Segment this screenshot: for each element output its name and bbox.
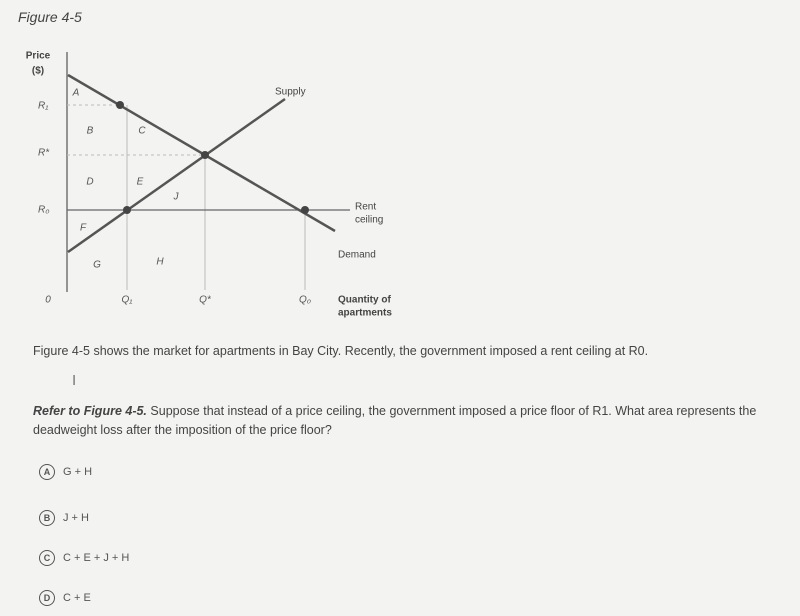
- option[interactable]: C C + E + J + H: [39, 550, 129, 566]
- area-label: F: [80, 223, 87, 234]
- supply-label: Supply: [275, 87, 306, 98]
- option-text: G + H: [63, 466, 93, 478]
- option-letter: B: [39, 510, 55, 526]
- quantity-label: Q*: [199, 295, 212, 306]
- figure-title: Figure 4-5: [18, 9, 82, 25]
- option[interactable]: D C + E: [39, 590, 91, 606]
- quantity-label: Q₀: [299, 295, 311, 306]
- area-label: G: [93, 260, 101, 271]
- option-letter: C: [39, 550, 55, 566]
- y-axis-label: ($): [32, 66, 44, 77]
- area-label: H: [156, 257, 164, 268]
- option[interactable]: B J + H: [39, 510, 89, 526]
- point: [201, 151, 209, 159]
- question-body: Suppose that instead of a price ceiling,…: [33, 404, 757, 437]
- area-label: C: [138, 126, 146, 137]
- option-text: C + E: [63, 592, 91, 604]
- rent-ceiling-label: Rent: [355, 202, 376, 213]
- area-label: B: [87, 126, 94, 137]
- x-axis-label: Quantity of: [338, 295, 391, 306]
- area-label: A: [72, 88, 80, 99]
- question: Refer to Figure 4-5. Suppose that instea…: [33, 402, 778, 440]
- option-letter: A: [39, 464, 55, 480]
- quantity-label: 0: [45, 295, 51, 306]
- guides: [67, 104, 306, 290]
- area-label: D: [86, 177, 93, 188]
- price-label: R₀: [38, 205, 49, 216]
- points: [116, 101, 309, 214]
- option-text: J + H: [63, 512, 89, 524]
- price-label: R₁: [38, 101, 48, 112]
- area-label: E: [137, 177, 144, 188]
- quantity-label: Q₁: [122, 295, 133, 306]
- point: [123, 206, 131, 214]
- diagram: Price ($) Quantity of apartments R₁ R* R…: [26, 51, 393, 319]
- point: [116, 101, 124, 109]
- description: Figure 4-5 shows the market for apartmen…: [33, 344, 649, 358]
- y-axis-label: Price: [26, 51, 51, 62]
- question-reference: Refer to Figure 4-5.: [33, 404, 147, 418]
- demand-curve: [67, 73, 336, 233]
- option[interactable]: A G + H: [39, 464, 92, 480]
- text-cursor: I: [72, 372, 77, 389]
- demand-label: Demand: [338, 250, 376, 261]
- area-label: J: [173, 192, 180, 203]
- supply-curve: [67, 97, 286, 254]
- option-text: C + E + J + H: [63, 552, 130, 564]
- price-label: R*: [38, 148, 50, 159]
- x-axis-label: apartments: [338, 308, 392, 319]
- rent-ceiling-label: ceiling: [355, 215, 383, 226]
- option-letter: D: [39, 590, 55, 606]
- point: [301, 206, 309, 214]
